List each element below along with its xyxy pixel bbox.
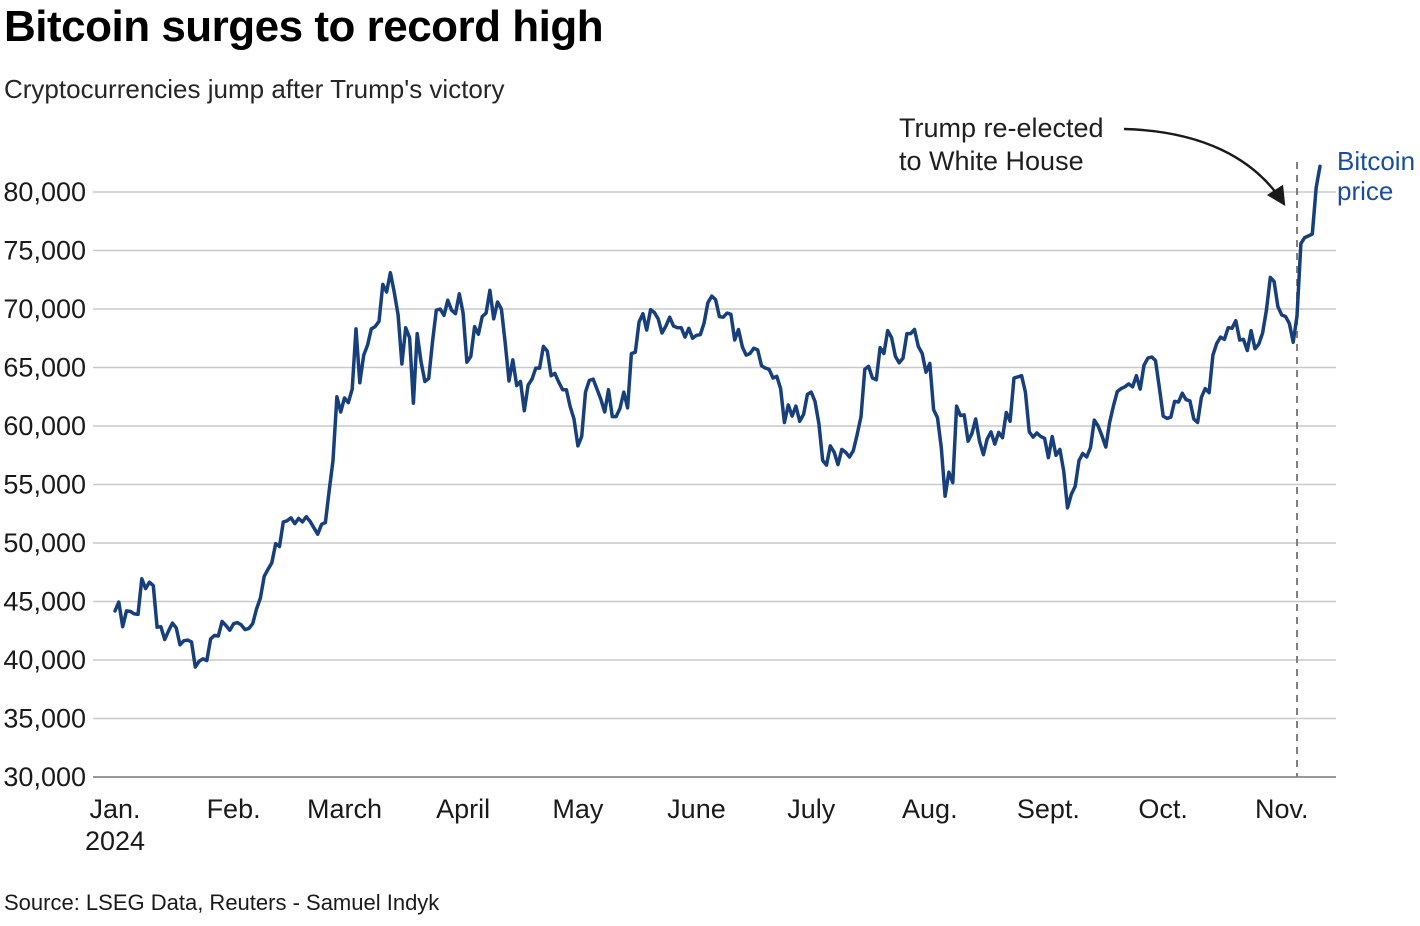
y-tick-label: 55,000 [3,470,86,500]
x-tick-label: June [667,794,726,824]
x-tick-sublabel: 2024 [85,826,145,856]
y-tick-label: 60,000 [3,411,86,441]
x-tick-label: Feb. [207,794,261,824]
event-annotation: Trump re-elected to White House [899,112,1104,178]
x-tick-label: Oct. [1138,794,1188,824]
y-tick-label: 70,000 [3,294,86,324]
y-tick-label: 65,000 [3,353,86,383]
source-credit: Source: LSEG Data, Reuters - Samuel Indy… [4,890,440,915]
price-line [113,164,1322,669]
annotation-arrow [1123,127,1286,207]
y-tick-label: 75,000 [3,236,86,266]
y-tick-label: 80,000 [3,177,86,207]
y-tick-label: 45,000 [3,587,86,617]
y-tick-label: 40,000 [3,645,86,675]
y-tick-label: 35,000 [3,704,86,734]
event-annotation-line2: to White House [899,146,1084,176]
x-tick-label: Nov. [1255,794,1309,824]
x-tick-label: May [552,794,604,824]
x-tick-label: Aug. [902,794,958,824]
y-tick-label: 30,000 [3,762,86,792]
event-annotation-line1: Trump re-elected [899,113,1104,143]
x-tick-label: July [787,794,836,824]
x-tick-label: April [436,794,490,824]
series-end-label-line2: price [1337,176,1394,206]
x-tick-label: Jan. [89,794,140,824]
chart-subtitle: Cryptocurrencies jump after Trump's vict… [4,74,505,104]
y-tick-label: 50,000 [3,528,86,558]
series-end-label-line1: Bitcoin [1337,146,1416,176]
chart-title: Bitcoin surges to record high [4,2,604,51]
series-end-label: Bitcoin price [1337,146,1415,206]
x-tick-label: March [307,794,382,824]
x-tick-label: Sept. [1017,794,1080,824]
